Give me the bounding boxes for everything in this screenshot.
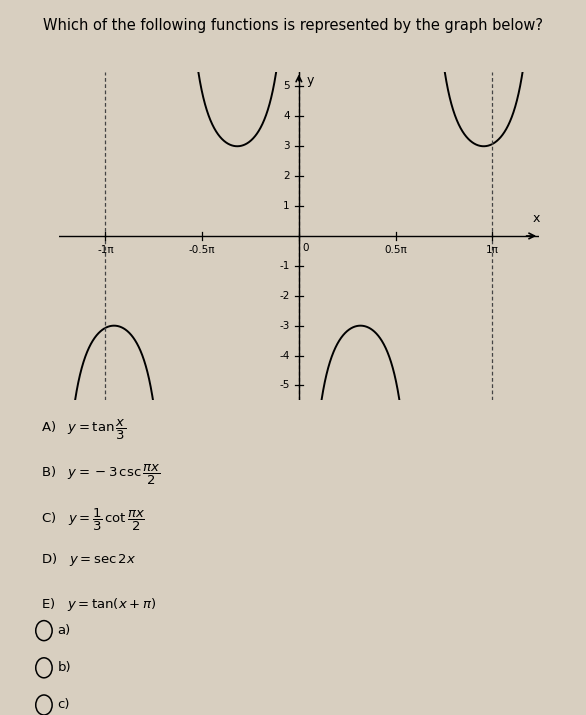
Text: 1π: 1π [486,245,499,255]
Text: E)   $y = \tan(x + \pi)$: E) $y = \tan(x + \pi)$ [41,596,156,613]
Text: D)   $y = \sec 2x$: D) $y = \sec 2x$ [41,551,136,568]
Text: 4: 4 [283,112,289,122]
Text: y: y [306,74,314,87]
Text: a): a) [57,624,71,637]
Text: 0: 0 [302,243,308,253]
Text: 0.5π: 0.5π [384,245,407,255]
Text: c): c) [57,699,70,711]
Text: 3: 3 [283,142,289,152]
Text: A)   $y = \tan\dfrac{x}{3}$: A) $y = \tan\dfrac{x}{3}$ [41,418,127,443]
Text: -1π: -1π [97,245,114,255]
Text: b): b) [57,661,71,674]
Text: 2: 2 [283,171,289,181]
Text: 1: 1 [283,201,289,211]
Text: Which of the following functions is represented by the graph below?: Which of the following functions is repr… [43,18,543,33]
Text: 5: 5 [283,82,289,92]
Text: C)   $y = \dfrac{1}{3}\,\mathrm{cot}\,\dfrac{\pi x}{2}$: C) $y = \dfrac{1}{3}\,\mathrm{cot}\,\dfr… [41,507,145,533]
Text: -3: -3 [280,320,289,330]
Text: -2: -2 [280,291,289,301]
Text: -4: -4 [280,350,289,360]
Text: -1: -1 [280,261,289,271]
Text: B)   $y = -3\,\mathrm{csc}\,\dfrac{\pi x}{2}$: B) $y = -3\,\mathrm{csc}\,\dfrac{\pi x}{… [41,463,161,487]
Text: -5: -5 [280,380,289,390]
Text: -0.5π: -0.5π [189,245,215,255]
Text: x: x [533,212,540,225]
